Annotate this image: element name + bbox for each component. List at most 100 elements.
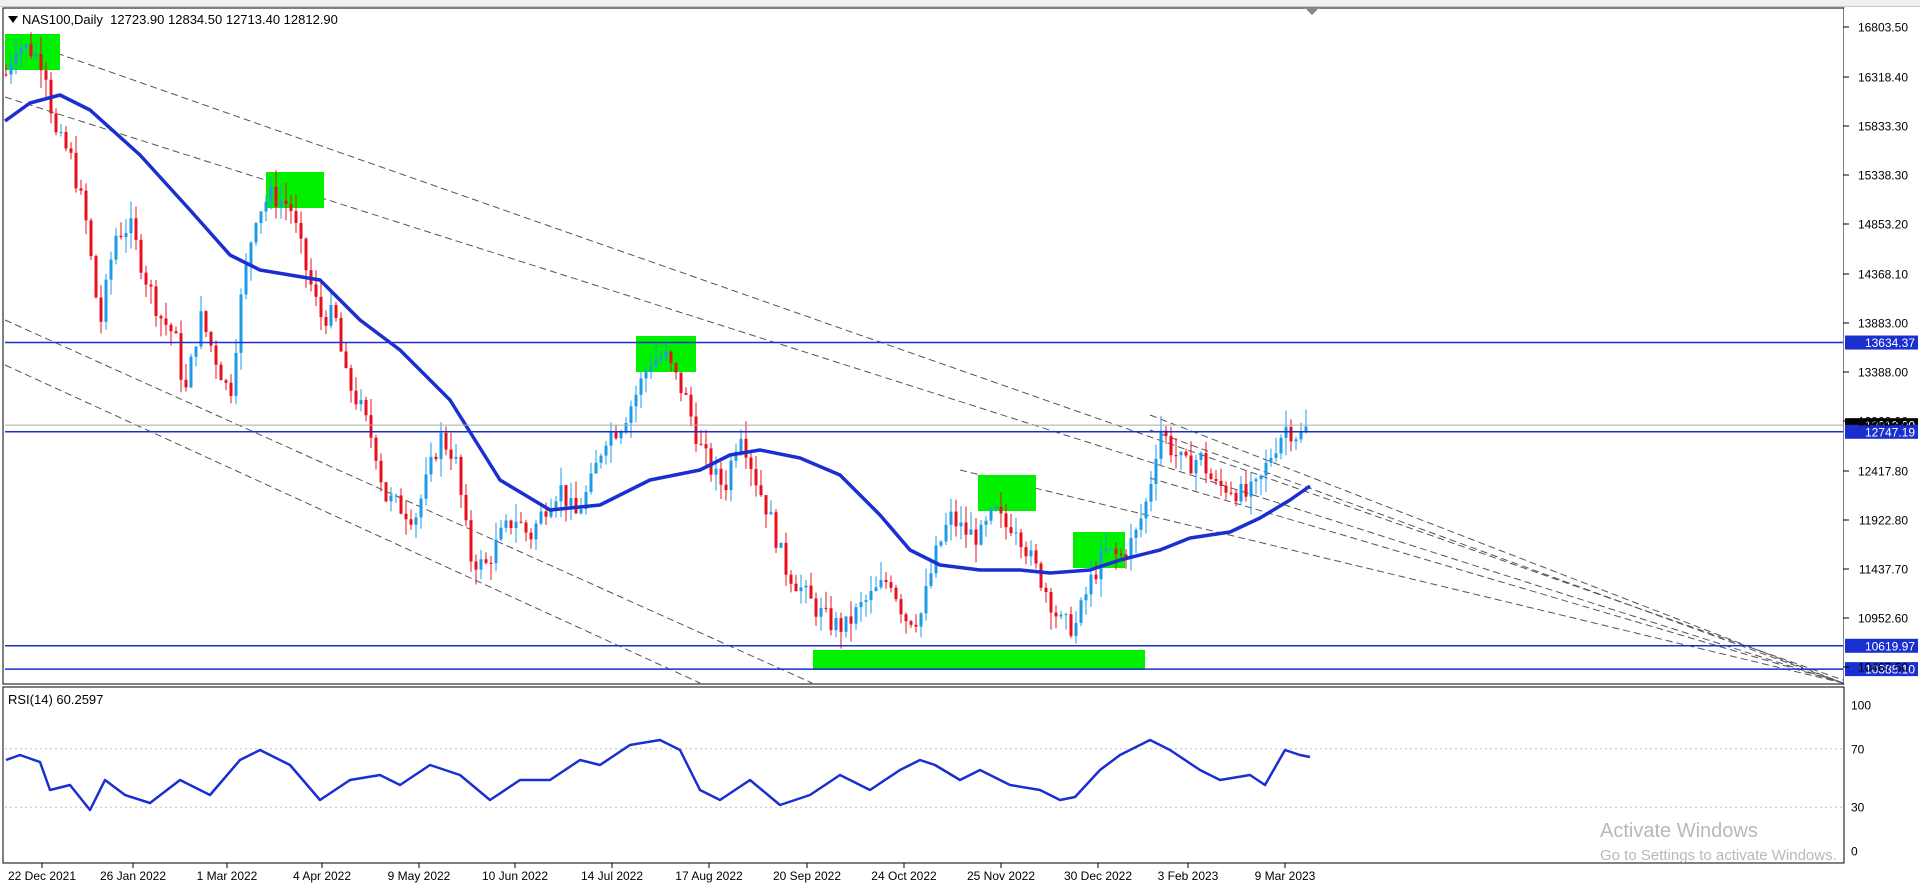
- candle-body: [344, 351, 348, 369]
- candle-body: [379, 460, 383, 483]
- candle-body: [1109, 548, 1113, 550]
- candle-body: [889, 582, 893, 588]
- candle-body: [479, 559, 483, 570]
- candle-body: [539, 511, 543, 524]
- candle-body: [44, 70, 48, 80]
- candle-body: [949, 511, 953, 525]
- time-axis-label: 22 Dec 2021: [8, 869, 76, 883]
- candle-body: [374, 437, 378, 461]
- candle-body: [1029, 550, 1033, 557]
- candle-body: [134, 218, 138, 240]
- candle-body: [494, 539, 498, 564]
- candle-body: [429, 456, 433, 475]
- candle-body: [779, 542, 783, 548]
- candle-body: [934, 545, 938, 574]
- candle-body: [1094, 574, 1098, 580]
- candle-body: [454, 456, 458, 459]
- dropdown-icon[interactable]: [8, 16, 18, 23]
- candle-body: [729, 460, 733, 491]
- candle-body: [734, 451, 738, 461]
- candle-body: [204, 311, 208, 333]
- candle-body: [564, 485, 568, 507]
- price-axis-label: 10467.50: [1858, 661, 1908, 675]
- trend-line[interactable]: [4, 319, 813, 684]
- candle-body: [1119, 554, 1123, 556]
- candle-body: [1034, 550, 1038, 564]
- highlight-zone[interactable]: [813, 650, 1145, 670]
- candle-body: [84, 190, 88, 221]
- trend-line[interactable]: [959, 469, 1844, 684]
- rsi-line[interactable]: [5, 738, 1311, 812]
- candle-body: [569, 498, 573, 507]
- time-axis-label: 10 Jun 2022: [482, 869, 548, 883]
- candle-body: [964, 522, 968, 535]
- candle-body: [1304, 426, 1308, 432]
- candle-body: [319, 296, 323, 318]
- candle-body: [709, 448, 713, 475]
- candle-body: [629, 406, 633, 423]
- candle-body: [719, 468, 723, 485]
- candle-body: [1294, 439, 1298, 442]
- candle-body: [149, 284, 153, 287]
- candle-body: [839, 618, 843, 632]
- candle-body: [749, 457, 753, 469]
- candle-body: [484, 559, 488, 563]
- candle-body: [274, 186, 278, 207]
- candle-body: [1039, 563, 1043, 588]
- candle-body: [744, 438, 748, 458]
- price-axis-label: 15338.30: [1858, 169, 1908, 183]
- candle-body: [524, 522, 528, 533]
- trend-line[interactable]: [1149, 414, 1844, 684]
- candle-body: [589, 473, 593, 492]
- candle-body: [919, 613, 923, 627]
- price-axis-label: 10952.60: [1858, 612, 1908, 626]
- trend-line[interactable]: [4, 34, 1844, 681]
- candle-body: [489, 562, 493, 564]
- candle-body: [909, 621, 913, 625]
- candle-body: [534, 523, 538, 540]
- candle-body: [354, 390, 358, 405]
- level-price-tag: [1845, 424, 1918, 439]
- trend-line[interactable]: [4, 364, 701, 684]
- highlight-zone[interactable]: [978, 475, 1036, 511]
- chart-shift-marker[interactable]: [1305, 8, 1319, 15]
- candle-body: [609, 431, 613, 446]
- candle-body: [474, 561, 478, 570]
- candle-body: [9, 63, 13, 75]
- candle-body: [1149, 483, 1153, 502]
- candle-body: [1014, 532, 1018, 534]
- candle-body: [169, 324, 173, 332]
- candle-body: [1159, 430, 1163, 459]
- candle-body: [929, 573, 933, 586]
- level-price-tag: [1845, 638, 1918, 653]
- candle-body: [229, 382, 233, 396]
- candle-body: [199, 311, 203, 347]
- candle-body: [1249, 481, 1253, 497]
- candle-body: [509, 520, 513, 529]
- candle-body: [294, 211, 298, 223]
- candle-body: [644, 371, 648, 379]
- candle-body: [594, 462, 598, 474]
- price-axis-label: 14368.10: [1858, 268, 1908, 282]
- candle-body: [14, 53, 18, 64]
- watermark-subtitle: Go to Settings to activate Windows.: [1600, 847, 1837, 864]
- rsi-panel[interactable]: [2, 686, 1845, 864]
- candle-body: [1239, 484, 1243, 502]
- moving-average-line[interactable]: [3, 93, 1312, 575]
- candle-body: [614, 431, 618, 439]
- time-axis-label: 9 Mar 2023: [1255, 869, 1316, 883]
- time-axis-label: 30 Dec 2022: [1064, 869, 1132, 883]
- candle-body: [859, 602, 863, 608]
- candle-body: [394, 495, 398, 497]
- candle-body: [264, 201, 268, 212]
- candle-body: [369, 415, 373, 438]
- candle-body: [144, 272, 148, 285]
- candle-body: [184, 379, 188, 388]
- candle-body: [1209, 473, 1213, 480]
- trend-line[interactable]: [1149, 477, 1844, 684]
- candle-body: [969, 529, 973, 535]
- candle-body: [89, 220, 93, 257]
- candle-body: [139, 239, 143, 273]
